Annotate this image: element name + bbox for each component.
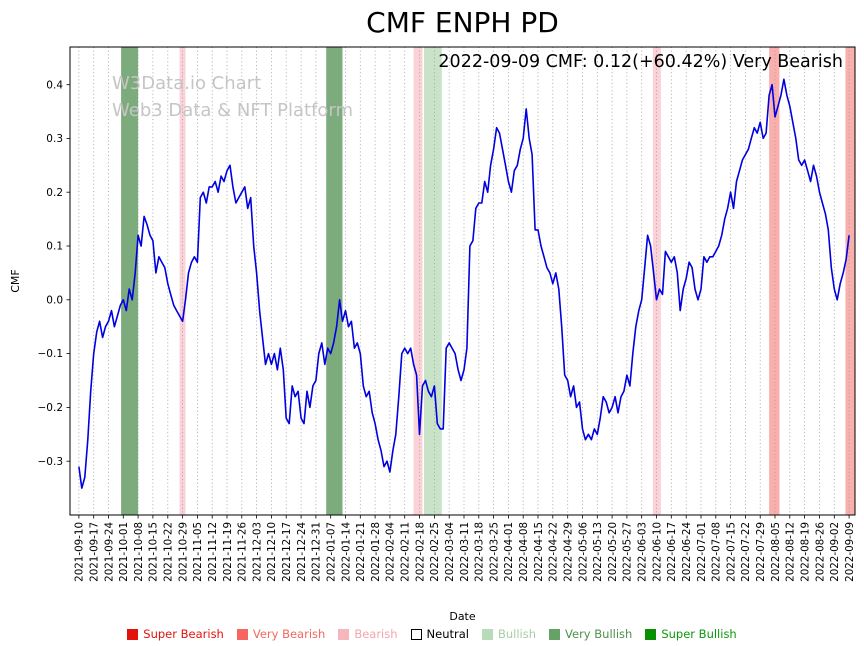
- band-very-bearish: [769, 47, 780, 515]
- band-bullish: [424, 47, 442, 515]
- x-tick-label: 2022-03-11: [459, 522, 471, 582]
- x-tick-label: 2021-11-12: [207, 522, 219, 582]
- legend-item-neutral: Neutral: [410, 627, 469, 641]
- x-tick-label: 2021-12-31: [311, 522, 323, 582]
- x-tick-label: 2022-09-09: [844, 522, 856, 582]
- x-tick-label: 2022-08-19: [799, 522, 811, 582]
- x-tick-label: 2022-05-27: [622, 522, 634, 582]
- x-tick-label: 2022-03-04: [444, 522, 456, 582]
- x-tick-label: 2021-11-05: [192, 522, 204, 582]
- x-tick-label: 2022-02-18: [414, 522, 426, 582]
- x-tick-label: 2021-11-19: [222, 522, 234, 582]
- x-tick-label: 2021-10-15: [148, 522, 160, 582]
- x-tick-label: 2022-06-17: [666, 522, 678, 582]
- x-tick-label: 2021-10-08: [133, 522, 145, 582]
- legend-swatch-bearish: [338, 628, 350, 640]
- legend-label-neutral: Neutral: [426, 627, 469, 641]
- y-tick-label: 0.4: [46, 79, 63, 91]
- x-tick-label: 2022-01-28: [370, 522, 382, 582]
- x-tick-label: 2022-05-06: [577, 522, 589, 582]
- x-tick-label: 2021-12-24: [296, 522, 308, 582]
- band-very-bearish: [845, 47, 855, 515]
- x-tick-label: 2022-01-14: [340, 522, 352, 582]
- x-tick-label: 2021-11-26: [237, 522, 249, 582]
- legend-label-super-bullish: Super Bullish: [661, 627, 737, 641]
- x-tick-label: 2022-04-01: [503, 522, 515, 582]
- x-tick-label: 2021-09-17: [89, 522, 101, 582]
- x-tick-label: 2022-05-13: [592, 522, 604, 582]
- legend-label-super-bearish: Super Bearish: [143, 627, 224, 641]
- x-tick-label: 2022-07-29: [755, 522, 767, 582]
- legend-label-very-bearish: Very Bearish: [252, 627, 326, 641]
- legend-item-very-bearish: Very Bearish: [236, 627, 326, 641]
- x-tick-label: 2021-10-22: [163, 522, 175, 582]
- x-tick-label: 2022-02-04: [385, 522, 397, 582]
- legend-item-super-bullish: Super Bullish: [645, 627, 737, 641]
- x-tick-label: 2022-08-12: [785, 522, 797, 582]
- band-very-bullish: [121, 47, 139, 515]
- x-tick-label: 2021-10-29: [177, 522, 189, 582]
- cmf-line: [78, 78, 850, 489]
- legend-label-very-bullish: Very Bullish: [565, 627, 633, 641]
- x-tick-label: 2022-09-02: [829, 522, 841, 582]
- x-tick-label: 2022-04-22: [548, 522, 560, 582]
- legend-swatch-neutral: [410, 628, 422, 640]
- band-bearish: [413, 47, 423, 515]
- band-very-bullish: [326, 47, 343, 515]
- x-tick-label: 2022-07-22: [740, 522, 752, 582]
- x-tick-label: 2022-04-08: [518, 522, 530, 582]
- y-tick-label: 0.1: [46, 241, 63, 253]
- y-axis-label: CMF: [9, 269, 22, 293]
- x-tick-label: 2022-08-05: [770, 522, 782, 582]
- legend-item-bearish: Bearish: [338, 627, 398, 641]
- x-tick-label: 2022-01-07: [326, 522, 338, 582]
- x-tick-label: 2021-09-10: [74, 522, 86, 582]
- legend-label-bearish: Bearish: [354, 627, 398, 641]
- x-tick-label: 2022-04-15: [533, 522, 545, 582]
- legend: Super Bearish Very Bearish Bearish Neutral B…: [0, 627, 864, 641]
- x-tick-label: 2022-04-29: [563, 522, 575, 582]
- x-tick-label: 2022-02-25: [429, 522, 441, 582]
- x-tick-label: 2021-10-01: [118, 522, 130, 582]
- legend-label-bullish: Bullish: [497, 627, 537, 641]
- x-tick-label: 2022-07-15: [725, 522, 737, 582]
- y-tick-label: 0.3: [46, 133, 63, 145]
- x-tick-label: 2021-12-17: [281, 522, 293, 582]
- legend-swatch-very-bearish: [236, 628, 248, 640]
- x-tick-label: 2022-02-11: [400, 522, 412, 582]
- legend-item-very-bullish: Very Bullish: [549, 627, 632, 641]
- legend-swatch-super-bullish: [645, 628, 657, 640]
- x-tick-label: 2022-07-08: [711, 522, 723, 582]
- latest-reading-annotation: 2022-09-09 CMF: 0.12(+60.42%) Very Beari…: [438, 52, 843, 72]
- x-tick-label: 2022-03-18: [474, 522, 486, 582]
- x-tick-label: 2021-12-03: [251, 522, 263, 582]
- x-tick-label: 2021-09-24: [103, 522, 115, 582]
- x-tick-label: 2022-07-01: [696, 522, 708, 582]
- legend-swatch-very-bullish: [549, 628, 561, 640]
- x-tick-label: 2022-01-21: [355, 522, 367, 582]
- axes-frame: [69, 46, 856, 516]
- legend-item-bullish: Bullish: [481, 627, 537, 641]
- legend-item-super-bearish: Super Bearish: [127, 627, 224, 641]
- x-tick-label: 2022-03-25: [488, 522, 500, 582]
- x-tick-label: 2021-12-10: [266, 522, 278, 582]
- x-axis-label: Date: [449, 610, 476, 623]
- x-tick-label: 2022-05-20: [607, 522, 619, 582]
- y-tick-label: 0.0: [46, 294, 63, 306]
- y-tick-label: −0.2: [38, 402, 64, 414]
- y-tick-label: 0.2: [46, 187, 63, 199]
- x-tick-label: 2022-08-26: [814, 522, 826, 582]
- x-tick-label: 2022-06-03: [637, 522, 649, 582]
- legend-swatch-bullish: [481, 628, 493, 640]
- chart-title: CMF ENPH PD: [366, 6, 559, 39]
- x-tick-label: 2022-06-10: [651, 522, 663, 582]
- legend-swatch-super-bearish: [127, 628, 139, 640]
- x-tick-label: 2022-06-24: [681, 522, 693, 582]
- y-tick-label: −0.1: [38, 348, 64, 360]
- y-tick-label: −0.3: [38, 456, 64, 468]
